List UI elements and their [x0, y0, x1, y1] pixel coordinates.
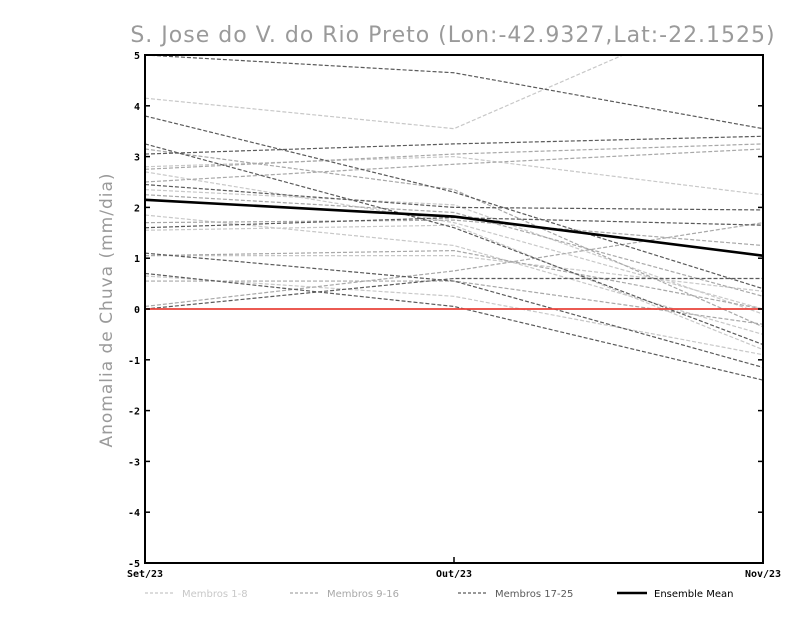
member-line-group2-6 [145, 249, 763, 310]
y-tick-label: 2 [134, 203, 140, 214]
member-line-group2-2 [145, 143, 763, 170]
x-tick-label: Out/23 [436, 569, 472, 580]
y-tick-label: -2 [128, 407, 140, 418]
y-tick-label: 3 [134, 153, 140, 164]
y-tick-label: -4 [128, 508, 140, 519]
member-line-group1-5 [145, 214, 763, 335]
member-line-group2-7 [145, 280, 763, 325]
member-line-group3-3 [145, 135, 763, 155]
member-line-group3-2 [145, 115, 763, 290]
member-line-group1-4 [145, 189, 763, 315]
y-tick-label: -5 [128, 559, 140, 570]
y-tick-label: 0 [134, 305, 140, 316]
legend-label-3: Membros 17-25 [495, 589, 573, 600]
legend: Membros 1-8 Membros 9-16 Membros 17-25 Ense… [145, 589, 733, 600]
member-line-group1-3 [145, 171, 763, 310]
x-tick-label: Nov/23 [745, 569, 781, 580]
member-line-group3-7 [145, 252, 763, 368]
member-line-group2-8 [145, 222, 763, 308]
member-line-group2-4 [145, 194, 763, 297]
y-tick-label: 1 [134, 254, 140, 265]
member-line-group3-4 [145, 143, 763, 346]
member-line-group1-2 [145, 155, 763, 196]
y-tick-label: 5 [134, 51, 140, 62]
member-line-group1-7 [145, 255, 763, 292]
y-axis-label: Anomalia de Chuva (mm/dia) [97, 172, 117, 447]
x-tick-label: Set/23 [127, 569, 163, 580]
chart-title: S. Jose do V. do Rio Preto (Lon:-42.9327… [130, 23, 775, 48]
member-line-group2-5 [145, 219, 763, 247]
legend-label-4: Ensemble Mean [654, 589, 733, 600]
member-line-group3-5 [145, 183, 763, 211]
y-tick-label: -3 [128, 457, 140, 468]
ensemble-mean-line [145, 198, 763, 257]
member-line-group2-3 [145, 148, 763, 183]
member-line-group3-8 [145, 272, 763, 381]
legend-label-2: Membros 9-16 [327, 589, 399, 600]
member-line-group2-1 [145, 148, 763, 328]
y-tick-label: 4 [134, 102, 140, 113]
member-line-group1-1 [145, 55, 625, 130]
legend-label-1: Membros 1-8 [182, 589, 248, 600]
member-line-group1-8 [145, 275, 763, 356]
plot-area [145, 55, 763, 381]
member-line-group3-9 [145, 277, 763, 310]
member-line-group3-1 [145, 55, 763, 130]
y-tick-label: -1 [128, 356, 140, 367]
